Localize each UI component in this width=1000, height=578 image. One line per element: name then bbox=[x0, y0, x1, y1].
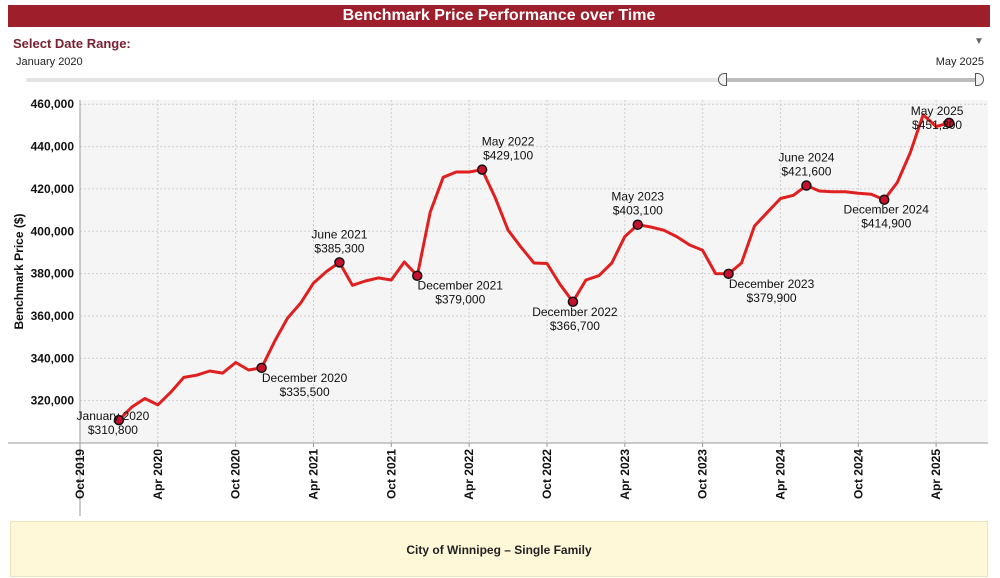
annotation-marker bbox=[878, 194, 890, 205]
annotation-marker bbox=[943, 117, 955, 129]
y-tick-label: 460,000 bbox=[31, 97, 75, 111]
x-tick-label: Oct 2019 bbox=[73, 449, 87, 499]
annotation-date-label: June 2021 bbox=[311, 227, 367, 241]
annotation-date-label: December 2024 bbox=[844, 203, 930, 217]
annotation-marker bbox=[412, 270, 423, 281]
x-tick-label: Oct 2022 bbox=[540, 449, 554, 499]
annotation-marker bbox=[632, 219, 644, 230]
x-tick-label: Oct 2024 bbox=[851, 449, 865, 499]
annotation-price-label: $414,900 bbox=[861, 217, 911, 231]
annotation-date-label: June 2024 bbox=[778, 151, 834, 165]
y-tick-label: 340,000 bbox=[31, 351, 75, 365]
date-range-slider-track[interactable] bbox=[26, 78, 982, 82]
x-tick-label: Apr 2022 bbox=[462, 449, 476, 500]
y-tick-label: 320,000 bbox=[31, 394, 75, 408]
annotation-marker bbox=[113, 414, 125, 426]
annotation-marker bbox=[723, 268, 734, 280]
annotation-date-label: December 2020 bbox=[262, 371, 348, 385]
range-start-label: January 2020 bbox=[16, 56, 83, 68]
annotation-price-label: $451,200 bbox=[912, 118, 962, 132]
plot-background bbox=[80, 100, 988, 443]
annotation-date-label: May 2023 bbox=[611, 190, 664, 204]
annotation-price-label: $310,800 bbox=[88, 423, 138, 437]
y-tick-label: 440,000 bbox=[31, 140, 75, 154]
x-tick-label: Oct 2020 bbox=[229, 449, 243, 499]
benchmark-price-chart: 320,000 340,000 360,000 380,000 400,000 420,0… bbox=[8, 97, 988, 516]
x-tick-label: Oct 2021 bbox=[384, 449, 398, 499]
y-tick-label: 360,000 bbox=[31, 309, 75, 323]
chart-title-bar: Benchmark Price Performance over Time bbox=[8, 5, 990, 27]
annotation-marker bbox=[256, 362, 267, 374]
annotation-price-label: $421,600 bbox=[781, 165, 831, 179]
date-range-selection bbox=[723, 78, 980, 82]
annotation-date-label: December 2022 bbox=[532, 305, 618, 319]
annotation-marker bbox=[476, 164, 488, 175]
annotation-price-label: $335,500 bbox=[280, 385, 330, 399]
slider-handle-end[interactable] bbox=[975, 73, 984, 86]
annotation-price-label: $366,700 bbox=[550, 319, 600, 333]
annotation-marker bbox=[334, 257, 345, 268]
y-axis-label: Benchmark Price ($) bbox=[12, 213, 26, 329]
x-tick-label: Apr 2020 bbox=[151, 449, 165, 500]
annotation-price-label: $385,300 bbox=[314, 241, 364, 255]
chevron-down-icon[interactable]: ▼ bbox=[974, 36, 984, 47]
x-tick-label: Apr 2024 bbox=[773, 449, 787, 500]
annotation-price-label: $379,000 bbox=[435, 293, 485, 307]
x-tick-label: Oct 2023 bbox=[696, 449, 710, 499]
annotation-price-label: $379,900 bbox=[747, 291, 797, 305]
x-tick-label: Apr 2021 bbox=[306, 449, 320, 500]
slider-handle-start[interactable] bbox=[718, 73, 727, 86]
y-tick-label: 380,000 bbox=[31, 267, 75, 281]
annotation-date-label: May 2022 bbox=[482, 135, 535, 149]
annotation-price-label: $429,100 bbox=[483, 149, 533, 163]
annotation-price-label: $403,100 bbox=[613, 204, 663, 218]
x-tick-label: Apr 2025 bbox=[929, 449, 943, 500]
annotation-date-label: January 2020 bbox=[77, 409, 150, 423]
annotation-marker bbox=[801, 180, 812, 191]
annotation-date-label: December 2023 bbox=[729, 277, 815, 291]
range-end-label: May 2025 bbox=[935, 56, 984, 68]
annotation-marker bbox=[567, 296, 579, 308]
annotation-date-label: May 2025 bbox=[911, 104, 964, 118]
footer-region-label: City of Winnipeg – Single Family bbox=[10, 521, 988, 577]
date-range-label: Select Date Range: bbox=[13, 36, 131, 51]
y-tick-label: 420,000 bbox=[31, 182, 75, 196]
y-tick-label: 400,000 bbox=[31, 224, 75, 238]
annotation-date-label: December 2021 bbox=[418, 279, 504, 293]
x-tick-label: Apr 2023 bbox=[618, 449, 632, 500]
